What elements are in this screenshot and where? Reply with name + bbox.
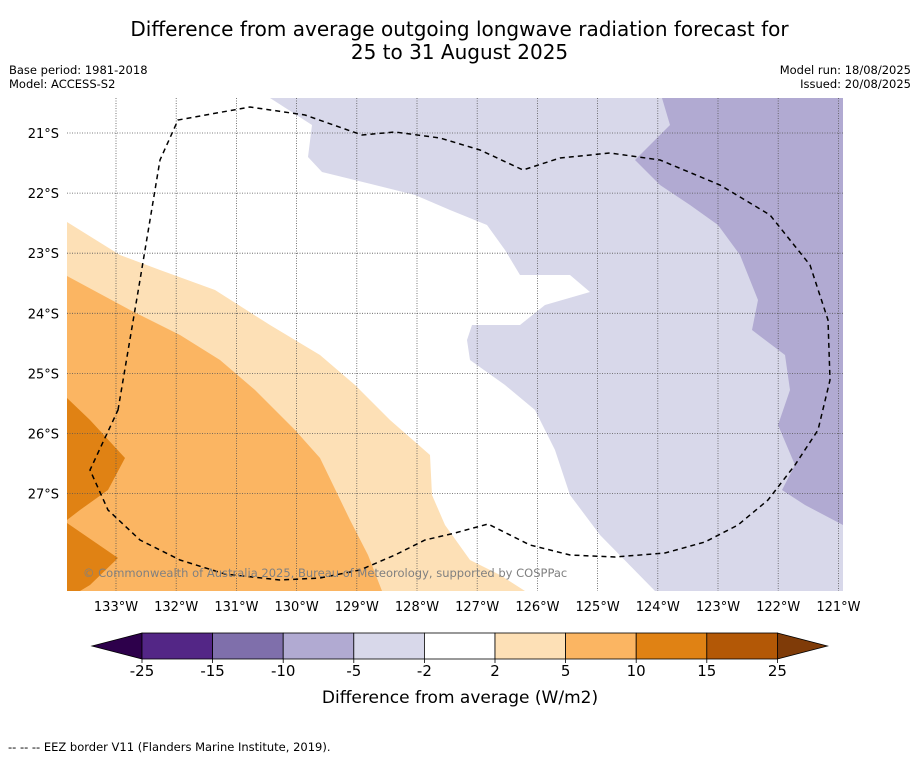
metadata-left: Base period: 1981-2018 Model: ACCESS-S2 — [9, 63, 148, 91]
model-run: Model run: 18/08/2025 — [779, 63, 911, 77]
eez-border — [89, 106, 831, 581]
colorbar-segment — [212, 632, 284, 660]
base-period: Base period: 1981-2018 — [9, 63, 148, 77]
longitude-label: 122°W — [756, 600, 800, 615]
latitude-label: 26°S — [28, 428, 59, 443]
latitude-labels: 21°S 22°S 23°S 24°S 25°S 26°S 27°S — [28, 127, 59, 503]
colorbar-segment — [353, 632, 425, 660]
longitude-label: 124°W — [636, 600, 680, 615]
eez-footnote: -- -- -- EEZ border V11 (Flanders Marine… — [8, 740, 331, 754]
colorbar-segment — [494, 632, 566, 660]
issued-date: Issued: 20/08/2025 — [800, 77, 911, 91]
longitude-label: 126°W — [515, 600, 559, 615]
latitude-label: 24°S — [28, 307, 59, 322]
graticule — [67, 98, 843, 591]
latitude-label: 23°S — [28, 247, 59, 262]
longitude-label: 128°W — [395, 600, 439, 615]
colorbar-segment — [282, 632, 355, 660]
title-line-1: Difference from average outgoing longwav… — [130, 17, 789, 41]
latitude-label: 22°S — [28, 187, 59, 202]
longitude-label: 131°W — [214, 600, 258, 615]
colorbar-tick-label: -5 — [346, 662, 361, 680]
longitude-label: 132°W — [154, 600, 198, 615]
latitude-label: 21°S — [28, 127, 59, 142]
colorbar-tick-label: 5 — [561, 662, 571, 680]
longitude-label: 121°W — [816, 600, 860, 615]
colorbar-segment — [141, 632, 213, 660]
longitude-labels: 133°W 132°W 131°W 130°W 129°W 128°W 127°W 126°W… — [94, 600, 861, 615]
latitude-label: 25°S — [28, 367, 59, 382]
colorbar-over-arrow — [777, 632, 829, 660]
longitude-label: 125°W — [576, 600, 620, 615]
contour-dark-orange-1 — [67, 398, 125, 520]
colorbar-tick-label: -2 — [417, 662, 432, 680]
longitude-label: 130°W — [275, 600, 319, 615]
longitude-label: 133°W — [94, 600, 138, 615]
title-line-2: 25 to 31 August 2025 — [350, 40, 569, 64]
map-plot-area — [67, 98, 843, 591]
colorbar-tick-label: 10 — [627, 662, 646, 680]
longitude-label: 127°W — [455, 600, 499, 615]
contour-light-purple — [270, 98, 843, 591]
colorbar-segment — [423, 632, 496, 660]
map-title: Difference from average outgoing longwav… — [0, 18, 919, 64]
colorbar-segment — [635, 632, 708, 660]
colorbar-tick-label: -15 — [200, 662, 225, 680]
latitude-label: 27°S — [28, 488, 59, 503]
colorbar-tick-label: -10 — [271, 662, 296, 680]
colorbar-title: Difference from average (W/m2) — [322, 688, 598, 708]
colorbar-tick-label: 2 — [490, 662, 500, 680]
copyright-notice: © Commonwealth of Australia 2025, Bureau… — [83, 566, 567, 580]
colorbar-under-arrow — [90, 632, 143, 660]
contour-medium-purple — [635, 98, 843, 525]
model-name: Model: ACCESS-S2 — [9, 77, 116, 91]
colorbar-segment — [565, 632, 637, 660]
colorbar-tick-label: 15 — [697, 662, 716, 680]
longitude-label: 129°W — [335, 600, 379, 615]
colorbar: -25 -15 -10 -5 -2 2 5 10 15 25 — [90, 632, 829, 680]
contour-dark-orange-2 — [67, 523, 118, 591]
colorbar-segment — [706, 632, 778, 660]
longitude-label: 123°W — [696, 600, 740, 615]
colorbar-tick-label: -25 — [130, 662, 155, 680]
metadata-right: Model run: 18/08/2025 Issued: 20/08/2025 — [780, 63, 911, 91]
colorbar-tick-label: 25 — [768, 662, 787, 680]
